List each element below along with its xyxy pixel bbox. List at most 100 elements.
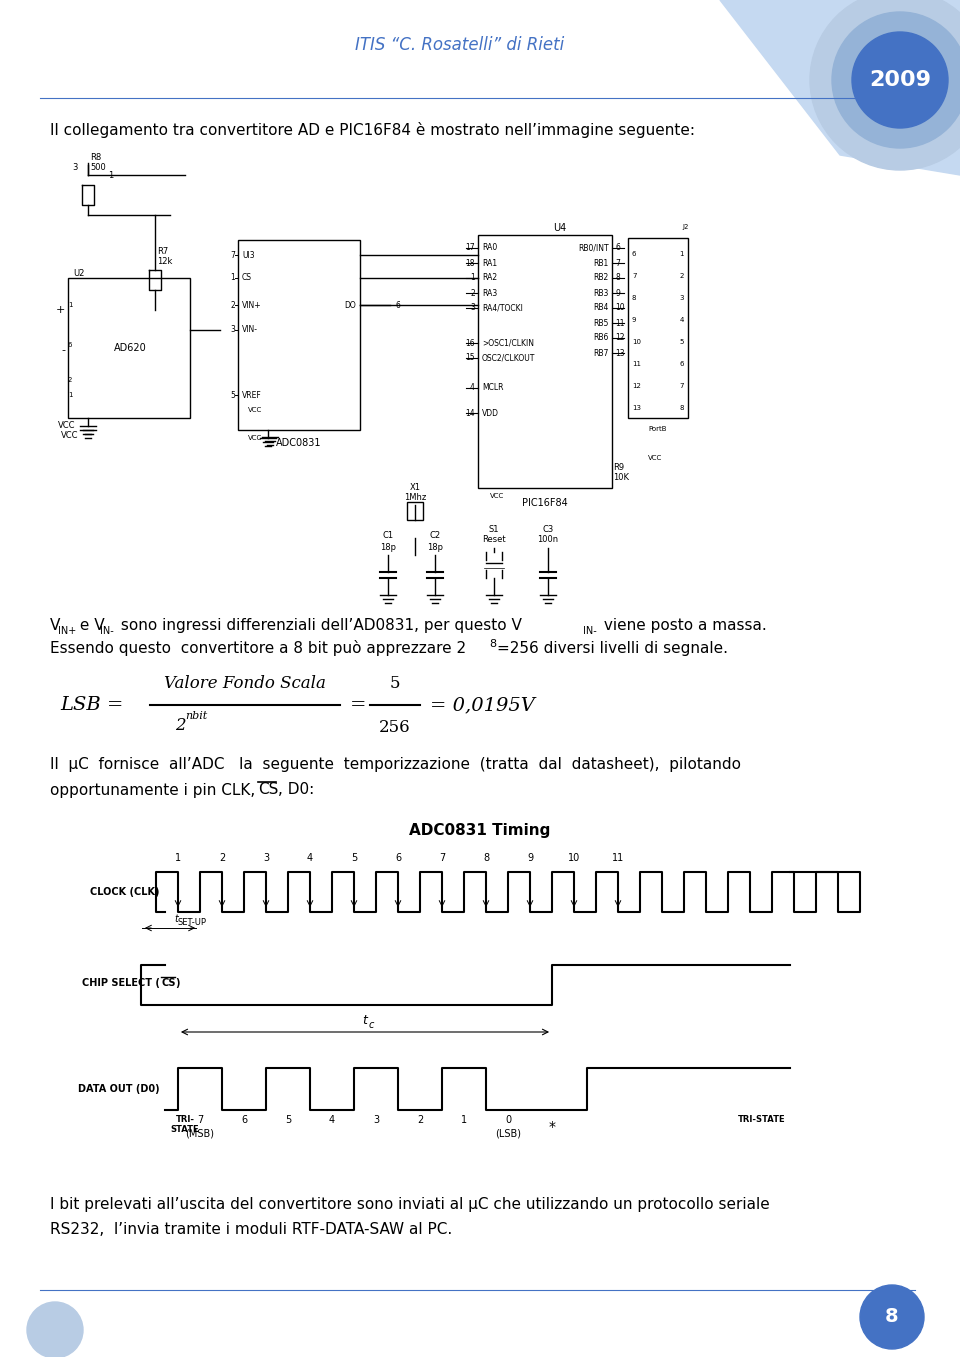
Text: (LSB): (LSB) <box>495 1128 521 1139</box>
Text: RB6: RB6 <box>593 334 609 342</box>
Text: 10: 10 <box>632 339 641 345</box>
Text: 1: 1 <box>230 274 235 282</box>
Text: e V: e V <box>75 617 105 632</box>
Text: ): ) <box>175 978 180 988</box>
Text: 6: 6 <box>395 854 401 863</box>
Text: 9: 9 <box>527 854 533 863</box>
Text: 1: 1 <box>175 854 181 863</box>
Text: 1: 1 <box>68 303 73 308</box>
Text: 2: 2 <box>417 1115 423 1125</box>
Text: 8: 8 <box>632 294 636 301</box>
Text: RB7: RB7 <box>593 349 609 357</box>
Text: VCC: VCC <box>58 421 76 430</box>
Text: ADC0831: ADC0831 <box>276 438 322 448</box>
Text: VIN+: VIN+ <box>242 300 262 309</box>
Text: 7: 7 <box>680 383 684 389</box>
Text: t: t <box>363 1014 368 1027</box>
Text: RA3: RA3 <box>482 289 497 297</box>
Text: 4: 4 <box>307 854 313 863</box>
Text: C2: C2 <box>429 531 441 540</box>
Text: 17: 17 <box>466 243 475 252</box>
Text: 8: 8 <box>680 404 684 411</box>
Text: Reset: Reset <box>482 536 506 544</box>
Text: (MSB): (MSB) <box>185 1128 214 1139</box>
Text: 7: 7 <box>197 1115 204 1125</box>
Text: J2: J2 <box>683 224 689 229</box>
Text: 12k: 12k <box>157 258 173 266</box>
Text: ITIS “C. Rosatelli” di Rieti: ITIS “C. Rosatelli” di Rieti <box>355 37 564 54</box>
Text: C1: C1 <box>382 531 394 540</box>
Circle shape <box>852 33 948 128</box>
Text: RA1: RA1 <box>482 258 497 267</box>
Text: Il collegamento tra convertitore AD e PIC16F84 è mostrato nell’immagine seguente: Il collegamento tra convertitore AD e PI… <box>50 122 695 138</box>
Text: 10: 10 <box>615 304 625 312</box>
Text: VCC: VCC <box>648 455 662 461</box>
Text: RB3: RB3 <box>593 289 609 297</box>
Text: 3: 3 <box>470 304 475 312</box>
Text: LSB =: LSB = <box>60 696 124 714</box>
Text: 11: 11 <box>632 361 641 366</box>
Text: 1: 1 <box>108 171 113 179</box>
Text: X1: X1 <box>410 483 420 493</box>
Text: 1: 1 <box>470 274 475 282</box>
Text: 12: 12 <box>632 383 641 389</box>
Text: VCC: VCC <box>61 430 79 440</box>
Text: 2009: 2009 <box>869 71 931 90</box>
Text: IN-: IN- <box>100 626 113 636</box>
Text: 7: 7 <box>615 258 620 267</box>
Text: 100n: 100n <box>538 536 559 544</box>
Text: 3: 3 <box>230 326 235 334</box>
Text: 18p: 18p <box>380 544 396 552</box>
Text: =256 diversi livelli di segnale.: =256 diversi livelli di segnale. <box>497 641 728 655</box>
Text: RB5: RB5 <box>593 319 609 327</box>
Text: ADC0831 Timing: ADC0831 Timing <box>409 822 551 837</box>
Text: *: * <box>548 1120 556 1134</box>
Text: 5: 5 <box>390 674 400 692</box>
Text: 3: 3 <box>263 854 269 863</box>
Text: 4: 4 <box>329 1115 335 1125</box>
Text: 6: 6 <box>615 243 620 252</box>
Circle shape <box>860 1285 924 1349</box>
Text: 6: 6 <box>632 251 636 256</box>
Text: Valore Fondo Scala: Valore Fondo Scala <box>164 674 326 692</box>
Text: opportunamente i pin CLK,: opportunamente i pin CLK, <box>50 783 260 798</box>
Text: OSC2/CLKOUT: OSC2/CLKOUT <box>482 354 536 362</box>
Text: RA4/TOCKI: RA4/TOCKI <box>482 304 523 312</box>
Text: DATA OUT (D0): DATA OUT (D0) <box>79 1084 160 1094</box>
Text: CS: CS <box>258 783 278 798</box>
Text: Il  μC  fornisce  all’ADC   la  seguente  temporizzazione  (tratta  dal  datashe: Il μC fornisce all’ADC la seguente tempo… <box>50 757 741 772</box>
Text: 6: 6 <box>68 342 73 347</box>
Text: 3: 3 <box>680 294 684 301</box>
Text: 7: 7 <box>439 854 445 863</box>
Bar <box>628 237 688 418</box>
Circle shape <box>810 0 960 170</box>
Text: 4: 4 <box>680 318 684 323</box>
Text: nbit: nbit <box>185 711 207 721</box>
Text: 8: 8 <box>615 274 620 282</box>
Text: 13: 13 <box>632 404 641 411</box>
Text: 3: 3 <box>372 1115 379 1125</box>
Text: R8: R8 <box>90 153 101 163</box>
Text: +: + <box>56 305 65 315</box>
Text: VCC: VCC <box>490 493 504 499</box>
Text: , D0:: , D0: <box>278 783 314 798</box>
Text: PortB: PortB <box>649 426 667 432</box>
Text: 5: 5 <box>285 1115 291 1125</box>
Text: VCC: VCC <box>248 407 262 413</box>
Text: 3: 3 <box>73 163 78 172</box>
Text: VREF: VREF <box>242 391 262 399</box>
Text: 9: 9 <box>632 318 636 323</box>
Text: 1Mhz: 1Mhz <box>404 494 426 502</box>
Text: 15: 15 <box>466 354 475 362</box>
Text: viene posto a massa.: viene posto a massa. <box>599 617 767 632</box>
Text: 2: 2 <box>219 854 226 863</box>
Text: 18: 18 <box>466 258 475 267</box>
Text: -: - <box>61 345 65 356</box>
Text: 16: 16 <box>466 338 475 347</box>
Text: SET-UP: SET-UP <box>177 917 206 927</box>
Text: 8: 8 <box>885 1308 899 1327</box>
Text: IN-: IN- <box>583 626 597 636</box>
Text: 6: 6 <box>680 361 684 366</box>
Text: CLOCK (CLK): CLOCK (CLK) <box>90 887 160 897</box>
Text: V: V <box>50 617 60 632</box>
